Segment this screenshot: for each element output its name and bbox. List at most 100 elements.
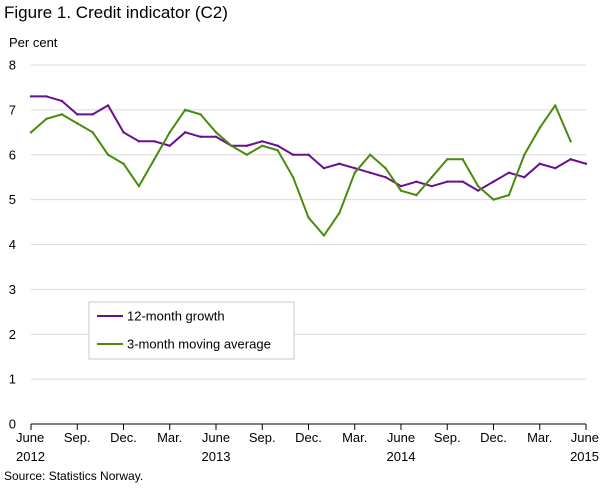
y-tick-label: 3 [9, 282, 16, 297]
chart-title: Figure 1. Credit indicator (C2) [4, 3, 228, 22]
data-point [368, 153, 372, 156]
data-point [29, 95, 33, 98]
x-tick-label: Dec. [480, 430, 507, 445]
data-point [60, 113, 64, 116]
data-point [29, 131, 33, 134]
data-point [214, 131, 218, 134]
source-note: Source: Statistics Norway. [4, 469, 144, 483]
x-tick-label: June [16, 430, 44, 445]
data-point [137, 140, 141, 143]
data-point [584, 162, 588, 165]
y-tick-label: 8 [9, 58, 16, 73]
data-point [461, 158, 464, 161]
data-point [446, 158, 449, 161]
data-point [122, 131, 125, 134]
data-point [276, 149, 279, 152]
y-tick-label: 6 [9, 147, 16, 162]
data-point [338, 162, 341, 165]
x-tick-label: Dec. [110, 430, 137, 445]
y-tick-label: 7 [9, 102, 16, 117]
x-tick-label: June [202, 430, 230, 445]
y-tick-label: 5 [9, 192, 16, 207]
y-tick-label: 1 [9, 372, 16, 387]
data-point [353, 171, 356, 174]
data-point [322, 167, 326, 170]
y-tick-labels: 0 1 2 3 4 5 6 7 8 [9, 58, 16, 432]
x-tick-label: Sep. [64, 430, 91, 445]
data-point [507, 171, 511, 174]
data-point [430, 184, 434, 188]
data-point [45, 117, 48, 121]
data-point [122, 162, 125, 165]
data-point [307, 153, 310, 156]
data-point [91, 131, 94, 134]
data-point [507, 193, 511, 197]
data-point [322, 234, 326, 237]
data-point [353, 167, 356, 170]
data-point [523, 175, 526, 179]
data-point [523, 153, 526, 156]
x-axis [30, 423, 587, 430]
data-point [476, 184, 480, 188]
data-point [230, 144, 233, 147]
data-point [153, 140, 156, 143]
data-point [199, 113, 202, 116]
data-point [168, 144, 171, 147]
data-point [153, 158, 156, 161]
data-point [553, 167, 557, 170]
data-point [415, 180, 418, 183]
data-point [60, 99, 64, 103]
y-axis-unit-label: Per cent [9, 35, 58, 50]
data-point [446, 180, 449, 183]
data-point [261, 144, 264, 147]
y-tick-label: 0 [9, 417, 16, 432]
data-point [492, 198, 495, 201]
data-point [384, 167, 387, 170]
legend-label: 12-month growth [127, 309, 225, 324]
x-tick-labels: June 2012 Sep. Dec. Mar. June 2013 Sep. Dec. Mar.… [16, 430, 599, 464]
data-point [76, 122, 79, 125]
series-line-1 [30, 95, 587, 192]
data-point [137, 184, 141, 188]
data-point [106, 104, 110, 107]
x-tick-year-label: 2015 [570, 449, 599, 464]
x-tick-label: Mar. [342, 430, 367, 445]
series-line-2 [30, 104, 572, 237]
data-point [430, 175, 434, 179]
data-point [569, 158, 572, 161]
x-tick-label: Sep. [434, 430, 461, 445]
data-point [261, 140, 264, 143]
data-point [538, 162, 541, 165]
data-point [368, 171, 372, 174]
data-point [307, 216, 310, 219]
data-point [553, 104, 557, 107]
data-point [214, 135, 218, 138]
x-tick-label: Mar. [157, 430, 182, 445]
legend-label: 3-month moving average [127, 337, 271, 352]
data-point [291, 153, 295, 156]
x-tick-label: Dec. [295, 430, 322, 445]
legend-box [88, 301, 295, 360]
data-point [384, 175, 387, 179]
x-tick-label: Sep. [249, 430, 276, 445]
data-point [183, 131, 187, 134]
data-point [415, 193, 418, 197]
y-tick-label: 2 [9, 327, 16, 342]
data-point [106, 153, 110, 156]
data-point [76, 113, 79, 116]
series-lines [29, 95, 588, 237]
data-point [492, 180, 495, 183]
data-point [245, 153, 249, 156]
data-point [538, 126, 541, 130]
data-point [91, 113, 94, 116]
data-point [399, 184, 403, 188]
x-tick-label: June [571, 430, 599, 445]
data-point [199, 135, 202, 138]
data-point [569, 140, 572, 143]
y-tick-label: 4 [9, 237, 16, 252]
data-point [291, 175, 295, 179]
data-point [183, 108, 187, 112]
data-point [168, 131, 171, 134]
data-point [276, 144, 279, 147]
